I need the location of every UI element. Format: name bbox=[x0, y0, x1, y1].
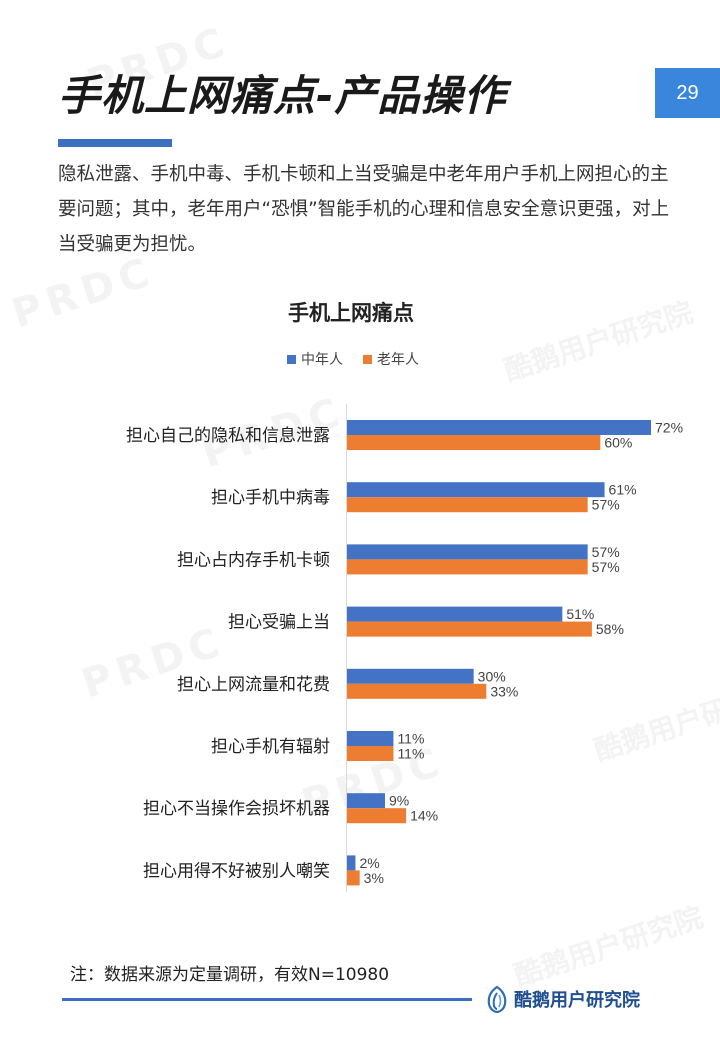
page-number-badge: 29 bbox=[655, 68, 720, 118]
bar-series1 bbox=[347, 544, 588, 560]
bar-series2 bbox=[347, 435, 601, 450]
brand-name: 酷鹅用户研究院 bbox=[514, 990, 640, 1011]
bar-series2 bbox=[347, 497, 588, 513]
data-label: 57% bbox=[592, 544, 620, 560]
bar-series1 bbox=[347, 420, 651, 435]
footer-divider bbox=[62, 998, 472, 1001]
category-label: 担心自己的隐私和信息泄露 bbox=[126, 426, 330, 446]
data-label: 9% bbox=[389, 793, 409, 809]
bar-series1 bbox=[347, 793, 385, 809]
bar-series2 bbox=[347, 559, 588, 575]
bar-series1 bbox=[347, 731, 394, 746]
bar-series1 bbox=[347, 482, 605, 498]
data-label: 3% bbox=[364, 870, 384, 886]
bar-series2 bbox=[347, 683, 487, 699]
bar-series1 bbox=[347, 606, 563, 622]
bar-series2 bbox=[347, 870, 360, 886]
legend-label-2: 老年人 bbox=[377, 352, 419, 368]
data-label: 14% bbox=[410, 808, 438, 824]
category-label: 担心手机有辐射 bbox=[211, 737, 330, 757]
category-label: 担心上网流量和花费 bbox=[177, 675, 330, 695]
category-label: 担心占内存手机卡顿 bbox=[177, 550, 330, 570]
data-label: 60% bbox=[604, 435, 632, 451]
data-label: 57% bbox=[592, 497, 620, 513]
data-label: 11% bbox=[397, 731, 424, 747]
footnote: 注：数据来源为定量调研，有效N=10980 bbox=[70, 965, 390, 985]
category-label: 担心用得不好被别人嘲笑 bbox=[143, 861, 330, 881]
data-label: 51% bbox=[566, 606, 594, 622]
data-label: 33% bbox=[490, 683, 518, 699]
data-label: 72% bbox=[655, 420, 683, 436]
bar-chart: 手机上网痛点 中年人 老年人 担心自己的隐私和信息泄露 72% 60% 担心手机中病毒 6… bbox=[126, 301, 683, 892]
data-label: 2% bbox=[359, 855, 379, 871]
legend-label-1: 中年人 bbox=[301, 352, 343, 368]
data-label: 57% bbox=[592, 559, 620, 575]
legend-swatch-2 bbox=[363, 355, 372, 364]
intro-paragraph: 隐私泄露、手机中毒、手机卡顿和上当受骗是中老年用户手机上网担心的主要问题；其中，… bbox=[58, 164, 670, 255]
data-label: 30% bbox=[478, 668, 506, 684]
bar-series1 bbox=[347, 855, 356, 871]
data-label: 11% bbox=[397, 746, 424, 762]
title-underline bbox=[58, 139, 172, 147]
data-label: 61% bbox=[609, 482, 637, 498]
bar-series2 bbox=[347, 808, 407, 824]
page-title: 手机上网痛点-产品操作 bbox=[58, 71, 507, 120]
penguin-logo-icon bbox=[487, 985, 507, 1013]
bar-series1 bbox=[347, 668, 474, 684]
category-label: 担心不当操作会损坏机器 bbox=[143, 799, 330, 819]
chart-title: 手机上网痛点 bbox=[288, 301, 414, 325]
bar-series2 bbox=[347, 621, 592, 637]
category-label: 担心手机中病毒 bbox=[211, 488, 330, 508]
category-label: 担心受骗上当 bbox=[228, 613, 330, 633]
legend-swatch-1 bbox=[287, 355, 296, 364]
bar-series2 bbox=[347, 746, 394, 761]
brand: 酷鹅用户研究院 bbox=[484, 985, 640, 1013]
chart-legend: 中年人 老年人 bbox=[287, 352, 419, 368]
data-label: 58% bbox=[596, 621, 624, 637]
